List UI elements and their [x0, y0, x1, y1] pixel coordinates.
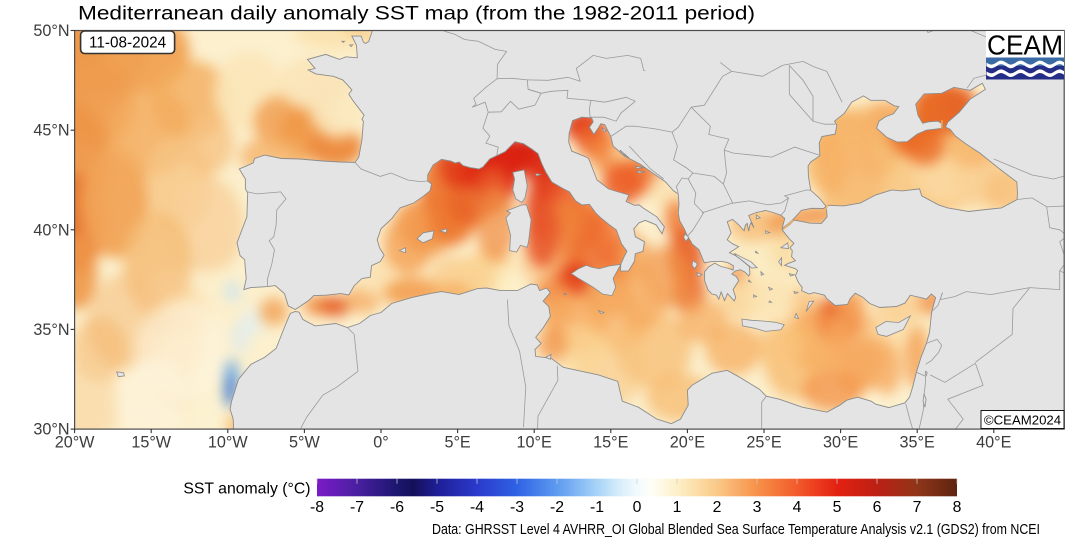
- svg-text:1: 1: [673, 499, 682, 516]
- svg-text:2: 2: [713, 499, 722, 516]
- svg-text:11-08-2024: 11-08-2024: [89, 35, 167, 52]
- svg-text:-6: -6: [390, 499, 404, 516]
- svg-text:Mediterranean daily anomaly SS: Mediterranean daily anomaly SST map (fro…: [78, 3, 755, 25]
- svg-text:35°E: 35°E: [900, 434, 935, 452]
- svg-text:-7: -7: [350, 499, 364, 516]
- svg-text:8: 8: [953, 499, 962, 516]
- svg-text:40°N: 40°N: [33, 221, 69, 239]
- svg-text:-8: -8: [310, 499, 324, 516]
- svg-text:30°E: 30°E: [823, 434, 858, 452]
- svg-text:5°E: 5°E: [444, 434, 470, 452]
- svg-text:50°N: 50°N: [33, 22, 69, 40]
- svg-text:10°W: 10°W: [208, 434, 248, 452]
- svg-text:10°E: 10°E: [517, 434, 552, 452]
- svg-text:SST anomaly (°C): SST anomaly (°C): [183, 481, 310, 498]
- svg-text:15°W: 15°W: [131, 434, 171, 452]
- svg-text:45°N: 45°N: [33, 122, 69, 140]
- svg-text:3: 3: [753, 499, 762, 516]
- svg-text:0°: 0°: [373, 434, 388, 452]
- svg-text:Data: GHRSST Level 4 AVHRR_OI: Data: GHRSST Level 4 AVHRR_OI Global Ble…: [432, 522, 1040, 538]
- svg-text:-1: -1: [590, 499, 604, 516]
- svg-text:7: 7: [913, 499, 922, 516]
- svg-text:5°W: 5°W: [289, 434, 320, 452]
- svg-text:4: 4: [793, 499, 802, 516]
- svg-text:6: 6: [873, 499, 882, 516]
- svg-text:5: 5: [833, 499, 842, 516]
- svg-text:20°W: 20°W: [55, 434, 95, 452]
- svg-text:15°E: 15°E: [593, 434, 628, 452]
- svg-text:-2: -2: [550, 499, 564, 516]
- svg-text:35°N: 35°N: [33, 321, 69, 339]
- svg-text:©CEAM2024: ©CEAM2024: [984, 413, 1061, 428]
- svg-text:-5: -5: [430, 499, 444, 516]
- svg-text:CEAM: CEAM: [987, 30, 1063, 61]
- svg-text:25°E: 25°E: [746, 434, 781, 452]
- svg-text:-4: -4: [470, 499, 484, 516]
- svg-text:30°N: 30°N: [33, 421, 69, 439]
- svg-text:-3: -3: [510, 499, 524, 516]
- svg-text:0: 0: [633, 499, 642, 516]
- svg-text:20°E: 20°E: [670, 434, 705, 452]
- svg-text:40°E: 40°E: [976, 434, 1011, 452]
